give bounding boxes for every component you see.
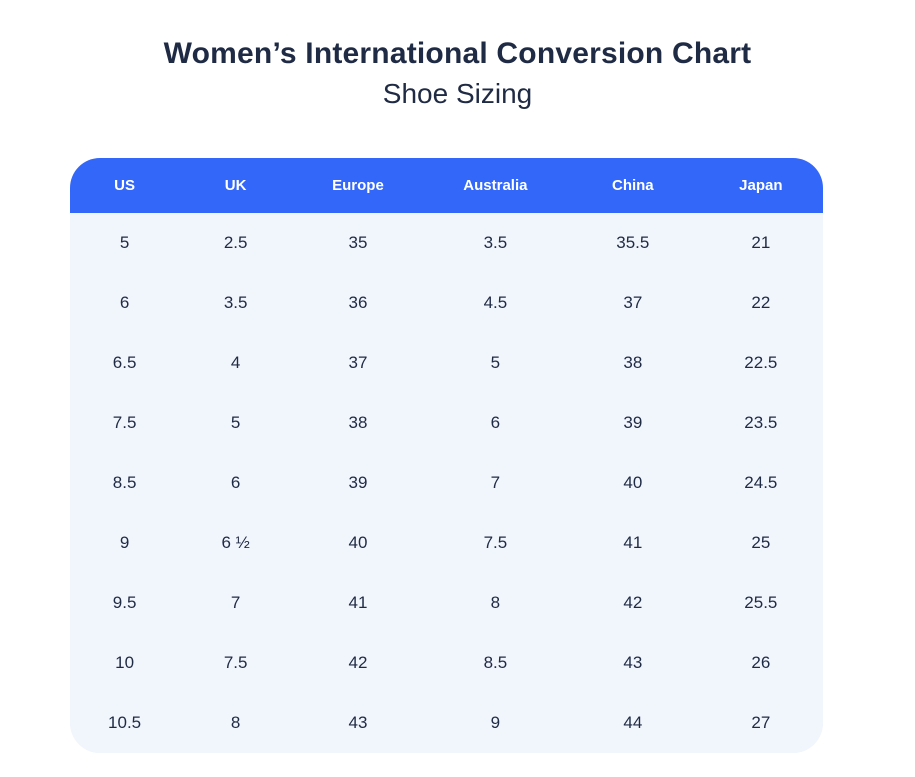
table-cell-us: 9.5 bbox=[112, 593, 137, 612]
table-cell-europe: 35 bbox=[348, 233, 368, 252]
table-row: 9 6 ½ 40 7.5 41 25 bbox=[70, 513, 823, 573]
table-row: 10.5 8 43 9 44 27 bbox=[70, 693, 823, 753]
table-cell-china: 39 bbox=[623, 413, 643, 432]
table-cell-europe: 42 bbox=[348, 653, 368, 672]
table-cell-japan: 21 bbox=[751, 233, 771, 252]
table-cell-europe: 38 bbox=[348, 413, 368, 432]
table-cell-japan: 22 bbox=[751, 293, 771, 312]
table-cell-uk: 8 bbox=[230, 713, 241, 732]
table-cell-japan: 27 bbox=[751, 713, 771, 732]
table-cell-us: 10 bbox=[115, 653, 135, 672]
table-cell-us: 6 bbox=[119, 293, 130, 312]
table-header-row: US UK Europe Australia China Japan bbox=[70, 158, 823, 213]
table-cell-china: 40 bbox=[623, 473, 643, 492]
column-header-japan: Japan bbox=[739, 177, 783, 194]
table-cell-japan: 24.5 bbox=[744, 473, 778, 492]
table-cell-europe: 41 bbox=[348, 593, 368, 612]
table-row: 8.5 6 39 7 40 24.5 bbox=[70, 453, 823, 513]
table-cell-uk: 6 bbox=[230, 473, 241, 492]
column-header-china: China bbox=[611, 177, 654, 194]
page-title: Women’s International Conversion Chart bbox=[163, 37, 752, 70]
table-cell-australia: 7 bbox=[490, 473, 501, 492]
table-cell-europe: 39 bbox=[348, 473, 368, 492]
table-cell-us: 8.5 bbox=[112, 473, 137, 492]
table-cell-australia: 8.5 bbox=[483, 653, 508, 672]
table-cell-australia: 8 bbox=[490, 593, 501, 612]
table-cell-australia: 5 bbox=[490, 353, 501, 372]
table-row: 10 7.5 42 8.5 43 26 bbox=[70, 633, 823, 693]
table-cell-china: 44 bbox=[623, 713, 643, 732]
table-cell-us: 5 bbox=[119, 233, 130, 252]
table-cell-uk: 2.5 bbox=[223, 233, 248, 252]
table-cell-china: 37 bbox=[623, 293, 643, 312]
table-cell-uk: 5 bbox=[230, 413, 241, 432]
conversion-table: US UK Europe Australia China Japan 5 2.5 35 3.5 3… bbox=[70, 158, 823, 753]
table-cell-china: 35.5 bbox=[616, 233, 650, 252]
table-row: 6.5 4 37 5 38 22.5 bbox=[70, 333, 823, 393]
table-cell-uk: 7 bbox=[230, 593, 241, 612]
page-subtitle: Shoe Sizing bbox=[382, 78, 533, 109]
table-cell-china: 43 bbox=[623, 653, 643, 672]
page: Women’s International Conversion Chart S… bbox=[0, 36, 915, 777]
table-row: 9.5 7 41 8 42 25.5 bbox=[70, 573, 823, 633]
table-cell-japan: 22.5 bbox=[744, 353, 778, 372]
conversion-table-panel: US UK Europe Australia China Japan 5 2.5 35 3.5 3… bbox=[70, 158, 823, 753]
column-header-europe: Europe bbox=[332, 177, 384, 194]
column-header-us: US bbox=[114, 177, 135, 194]
table-cell-uk: 7.5 bbox=[223, 653, 248, 672]
table-row: 7.5 5 38 6 39 23.5 bbox=[70, 393, 823, 453]
table-row: 6 3.5 36 4.5 37 22 bbox=[70, 273, 823, 333]
table-cell-europe: 37 bbox=[348, 353, 368, 372]
table-cell-japan: 23.5 bbox=[744, 413, 778, 432]
table-cell-us: 10.5 bbox=[108, 713, 142, 732]
table-row: 5 2.5 35 3.5 35.5 21 bbox=[70, 213, 823, 273]
table-cell-australia: 4.5 bbox=[483, 293, 508, 312]
table-cell-australia: 7.5 bbox=[483, 533, 508, 552]
table-cell-us: 6.5 bbox=[112, 353, 137, 372]
table-header: US UK Europe Australia China Japan bbox=[70, 158, 823, 213]
column-header-uk: UK bbox=[224, 177, 247, 194]
table-cell-uk: 4 bbox=[230, 353, 241, 372]
table-cell-australia: 3.5 bbox=[483, 233, 508, 252]
table-cell-australia: 6 bbox=[490, 413, 501, 432]
table-cell-japan: 25 bbox=[751, 533, 771, 552]
table-cell-japan: 26 bbox=[751, 653, 771, 672]
table-cell-uk: 3.5 bbox=[223, 293, 248, 312]
table-body: 5 2.5 35 3.5 35.5 21 6 3.5 36 4.5 37 22 6.5 4 37 5 38 22.… bbox=[70, 213, 823, 753]
table-cell-australia: 9 bbox=[490, 713, 501, 732]
table-cell-uk: 6 ½ bbox=[221, 533, 250, 552]
column-header-australia: Australia bbox=[463, 177, 528, 194]
table-cell-china: 42 bbox=[623, 593, 643, 612]
table-cell-europe: 40 bbox=[348, 533, 368, 552]
table-cell-europe: 36 bbox=[348, 293, 368, 312]
table-cell-europe: 43 bbox=[348, 713, 368, 732]
table-cell-china: 38 bbox=[623, 353, 643, 372]
table-cell-us: 7.5 bbox=[112, 413, 137, 432]
table-cell-japan: 25.5 bbox=[744, 593, 778, 612]
table-cell-us: 9 bbox=[119, 533, 130, 552]
table-cell-china: 41 bbox=[623, 533, 643, 552]
